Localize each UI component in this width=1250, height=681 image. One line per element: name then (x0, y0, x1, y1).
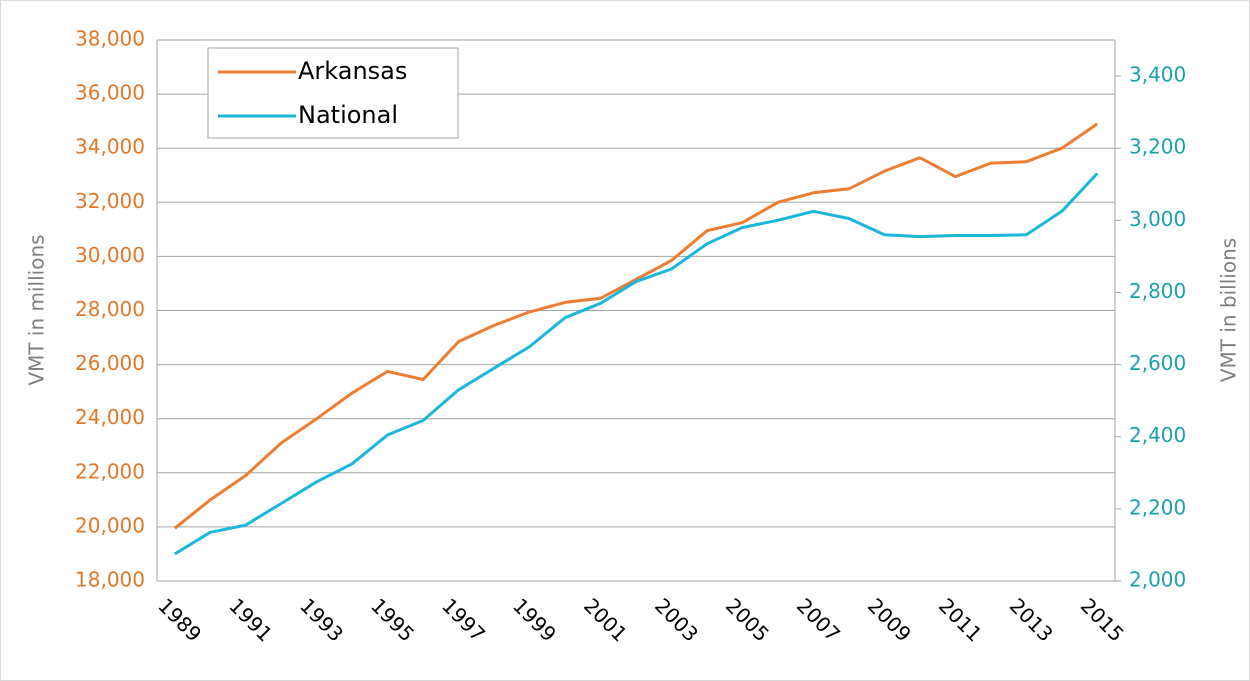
y-tick-label: 28,000 (75, 297, 145, 321)
y-tick-label: 36,000 (75, 81, 145, 105)
y-tick-label: 32,000 (75, 189, 145, 213)
y2-tick-label: 3,000 (1129, 207, 1186, 231)
y2-tick-label: 2,000 (1129, 568, 1186, 592)
y2-tick-label: 2,800 (1129, 279, 1186, 303)
y-tick-label: 38,000 (75, 27, 145, 51)
y-tick-label: 20,000 (75, 513, 145, 537)
series-line (173, 122, 1099, 530)
y2-tick-label: 2,200 (1129, 495, 1186, 519)
y2-tick-label: 2,600 (1129, 351, 1186, 375)
legend-label: Arkansas (298, 57, 407, 85)
y-tick-label: 18,000 (75, 568, 145, 592)
legend-box (207, 47, 459, 139)
y-tick-label: 22,000 (75, 459, 145, 483)
y-tick-label: 34,000 (75, 135, 145, 159)
y-tick-label: 30,000 (75, 243, 145, 267)
y-tick-label: 26,000 (75, 351, 145, 375)
y-tick-label: 24,000 (75, 405, 145, 429)
y2-axis-title: VMT in billions (1217, 238, 1241, 382)
legend-label: National (298, 101, 398, 129)
y-axis-title: VMT in millions (25, 234, 49, 385)
series-line (173, 172, 1099, 556)
y2-tick-label: 2,400 (1129, 423, 1186, 447)
y2-tick-label: 3,400 (1129, 63, 1186, 87)
y2-tick-label: 3,200 (1129, 135, 1186, 159)
